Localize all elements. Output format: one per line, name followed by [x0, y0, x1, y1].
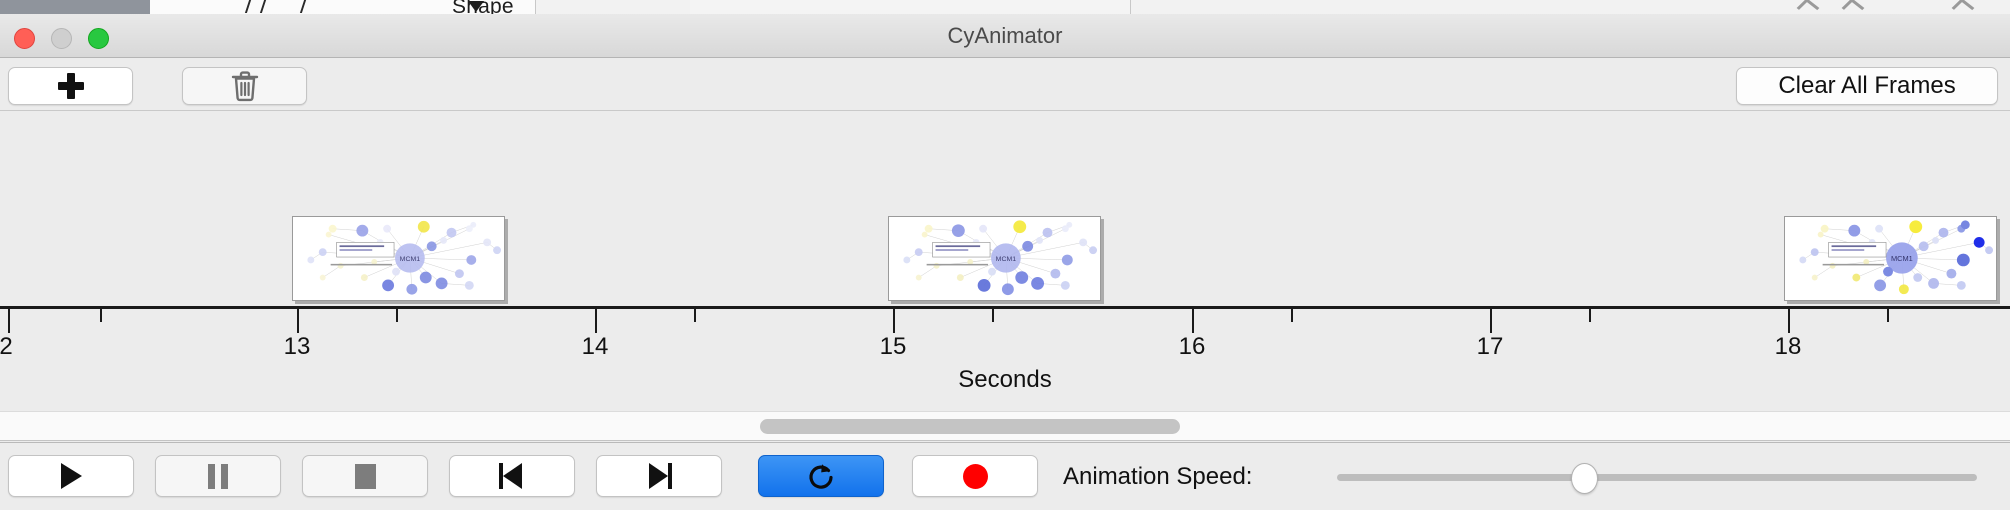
stop-icon	[354, 463, 376, 489]
trash-icon	[231, 71, 258, 102]
timeline-panel[interactable]: MCM1	[0, 111, 2010, 411]
axis-tick-minor	[694, 309, 696, 322]
loop-icon	[809, 464, 833, 489]
background-chevron-icon	[1951, 0, 1975, 14]
background-segment	[900, 0, 1131, 14]
play-icon	[60, 463, 82, 489]
background-arrow-icon	[468, 1, 484, 12]
clear-all-frames-button[interactable]: Clear All Frames	[1736, 67, 1998, 105]
slider-track	[1337, 474, 1977, 481]
timeline-axis-line	[0, 306, 2010, 309]
stop-button[interactable]	[302, 455, 428, 497]
axis-tick-label: 13	[283, 333, 311, 360]
plus-icon	[57, 73, 84, 99]
network-thumbnail-image: MCM1	[1785, 217, 1996, 300]
background-chevron-icon	[1841, 0, 1865, 14]
network-thumbnail-image: MCM1	[889, 217, 1100, 300]
record-icon	[962, 463, 988, 489]
network-thumbnail-image: MCM1	[293, 217, 504, 300]
axis-tick-major	[893, 309, 895, 333]
background-segment	[690, 0, 901, 14]
record-button[interactable]	[912, 455, 1038, 497]
axis-tick-major	[1788, 309, 1790, 333]
skip-back-icon	[499, 463, 525, 489]
background-shape-label: Shape	[452, 0, 514, 15]
close-button[interactable]	[14, 28, 35, 49]
next-frame-button[interactable]	[596, 455, 722, 497]
svg-text:MCM1: MCM1	[996, 256, 1017, 263]
frames-area: MCM1	[0, 111, 2010, 306]
minimize-button[interactable]	[51, 28, 72, 49]
background-segment	[150, 0, 241, 14]
frame-thumbnail[interactable]: MCM1	[292, 216, 505, 301]
axis-tick-label: 17	[1476, 333, 1504, 360]
animation-speed-label: Animation Speed:	[1063, 463, 1253, 490]
axis-tick-label: 2	[0, 333, 13, 360]
delete-frame-button[interactable]	[182, 67, 307, 105]
horizontal-scrollbar[interactable]	[0, 411, 2010, 441]
axis-tick-minor	[1887, 309, 1889, 322]
animation-speed-slider[interactable]	[1337, 463, 1977, 494]
frame-thumbnail[interactable]: MCM1	[1784, 216, 1997, 301]
background-dark-segment	[0, 0, 150, 14]
play-button[interactable]	[8, 455, 134, 497]
axis-tick-minor	[1589, 309, 1591, 322]
slider-thumb[interactable]	[1571, 463, 1599, 494]
playback-control-bar: Animation Speed:	[0, 442, 2010, 510]
background-window-strip: Shape	[0, 0, 2010, 15]
pause-icon	[208, 463, 228, 489]
axis-tick-major	[595, 309, 597, 333]
add-frame-button[interactable]	[8, 67, 133, 105]
svg-text:MCM1: MCM1	[400, 256, 421, 263]
axis-tick-minor	[100, 309, 102, 322]
frame-thumbnail[interactable]: MCM1	[888, 216, 1101, 301]
background-chevron-icon	[1796, 0, 1820, 14]
toolbar: Clear All Frames	[0, 58, 2010, 111]
clear-all-frames-label: Clear All Frames	[1778, 72, 1956, 99]
axis-tick-major	[1490, 309, 1492, 333]
axis-tick-major	[1192, 309, 1194, 333]
skip-forward-icon	[646, 463, 672, 489]
axis-tick-label: 14	[581, 333, 609, 360]
axis-tick-minor	[1291, 309, 1293, 322]
axis-tick-major	[8, 309, 10, 333]
axis-tick-label: 15	[879, 333, 907, 360]
axis-tick-label: 18	[1774, 333, 1802, 360]
scrollbar-thumb[interactable]	[760, 419, 1180, 434]
axis-title: Seconds	[958, 366, 1052, 393]
maximize-button[interactable]	[88, 28, 109, 49]
window-title: CyAnimator	[947, 23, 1063, 48]
axis-tick-major	[297, 309, 299, 333]
title-bar: CyAnimator	[0, 14, 2010, 58]
axis-tick-minor	[396, 309, 398, 322]
svg-text:MCM1: MCM1	[1891, 254, 1913, 263]
axis-tick-minor	[992, 309, 994, 322]
previous-frame-button[interactable]	[449, 455, 575, 497]
axis-tick-label: 16	[1178, 333, 1206, 360]
loop-button[interactable]	[758, 455, 884, 497]
pause-button[interactable]	[155, 455, 281, 497]
